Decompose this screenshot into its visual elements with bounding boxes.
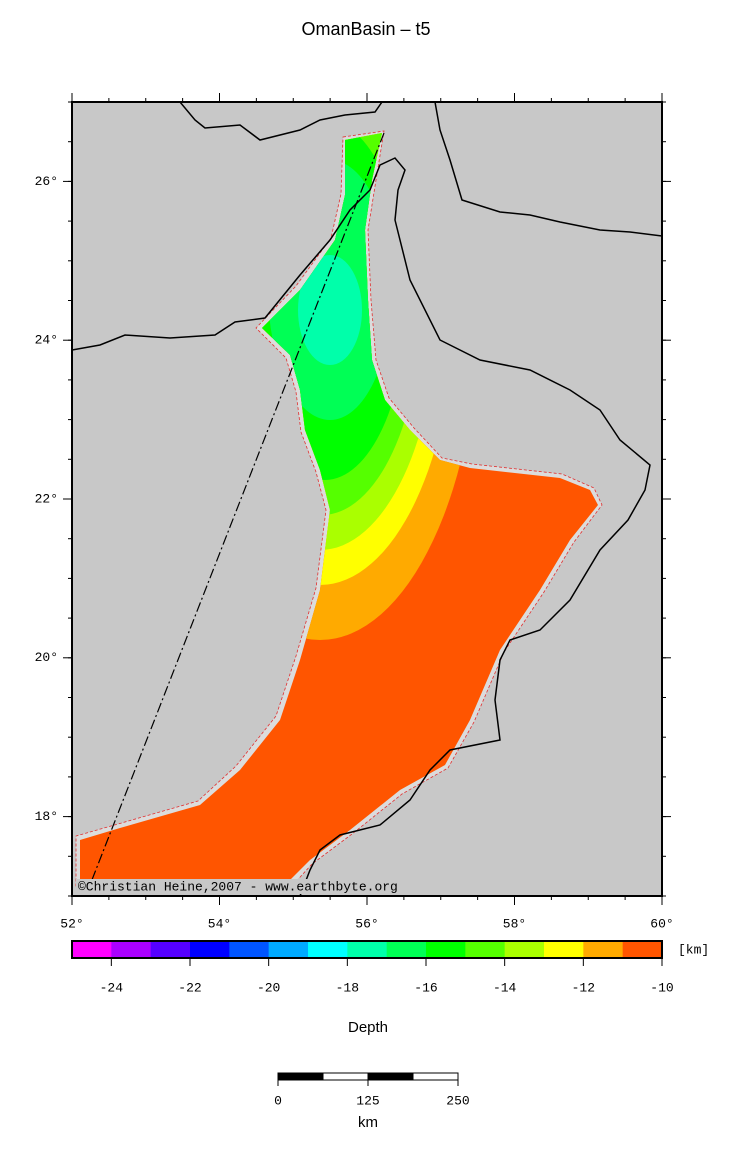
colorbar-swatch bbox=[268, 941, 309, 958]
colorbar-swatch bbox=[190, 941, 230, 958]
x-tick-label: 54° bbox=[208, 916, 231, 931]
colorbar-swatch bbox=[386, 941, 427, 958]
colorbar-tick-label: -12 bbox=[572, 980, 595, 995]
scalebar-segment bbox=[412, 1072, 459, 1081]
colorbar-swatch bbox=[622, 941, 663, 958]
x-tick-label: 52° bbox=[60, 916, 83, 931]
colorbar-swatch bbox=[72, 941, 112, 958]
colorbar-tick-label: -10 bbox=[650, 980, 673, 995]
scalebar-tick-label: 0 bbox=[274, 1093, 282, 1108]
colorbar-swatch bbox=[229, 941, 270, 958]
scalebar-tick-label: 125 bbox=[356, 1093, 379, 1108]
scalebar-segment bbox=[322, 1072, 369, 1081]
x-tick-label: 58° bbox=[503, 916, 526, 931]
y-tick-label: 18° bbox=[35, 809, 58, 824]
colorbar-tick-label: -24 bbox=[100, 980, 124, 995]
y-tick-label: 20° bbox=[35, 650, 58, 665]
y-tick-label: 26° bbox=[35, 174, 58, 189]
colorbar-swatch bbox=[426, 941, 466, 958]
colorbar-tick-label: -16 bbox=[414, 980, 437, 995]
depth-zone bbox=[298, 255, 362, 365]
scalebar-tick-label: 250 bbox=[446, 1093, 469, 1108]
y-tick-label: 22° bbox=[35, 491, 58, 506]
y-tick-label: 24° bbox=[35, 333, 58, 348]
colorbar-swatch bbox=[308, 941, 348, 958]
colorbar-label: Depth bbox=[348, 1019, 388, 1036]
scalebar-segment bbox=[367, 1072, 414, 1081]
colorbar-tick-label: -22 bbox=[178, 980, 201, 995]
colorbar-tick-label: -18 bbox=[336, 980, 359, 995]
colorbar-swatch bbox=[347, 941, 388, 958]
colorbar-swatch bbox=[583, 941, 624, 958]
colorbar-swatch bbox=[465, 941, 506, 958]
colorbar-swatch bbox=[111, 941, 152, 958]
profile-line bbox=[87, 132, 385, 891]
credit: ©Christian Heine,2007 - www.earthbyte.or… bbox=[78, 879, 398, 894]
colorbar-tick-label: -20 bbox=[257, 980, 280, 995]
colorbar-frame bbox=[71, 940, 663, 959]
colorbar-tick-label: -14 bbox=[493, 980, 517, 995]
colorbar-swatch bbox=[544, 941, 584, 958]
coastlines bbox=[72, 102, 662, 896]
x-tick-label: 60° bbox=[650, 916, 673, 931]
x-tick-label: 56° bbox=[355, 916, 378, 931]
title: OmanBasin – t5 bbox=[301, 19, 430, 39]
map: ©Christian Heine,2007 - www.earthbyte.or… bbox=[72, 102, 662, 896]
scalebar-unit: km bbox=[358, 1114, 378, 1131]
colorbar-swatch bbox=[150, 941, 191, 958]
credit-box bbox=[76, 879, 380, 894]
colorbar-unit: [km] bbox=[678, 942, 709, 957]
scalebar-segment bbox=[277, 1072, 324, 1081]
colorbar-swatch bbox=[504, 941, 545, 958]
